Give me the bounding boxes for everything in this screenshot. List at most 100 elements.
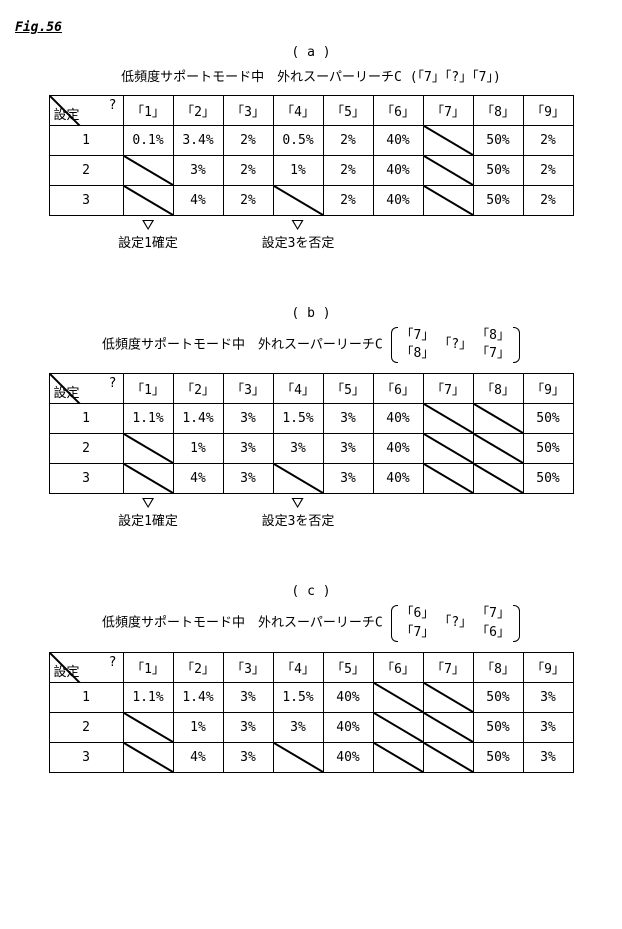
matrix-c-r0: 「7」	[476, 605, 510, 623]
diagonal-cell	[423, 464, 473, 494]
section-a-title: 低頻度サポートモード中 外れスーパーリーチC (「7」「?」「7」)	[121, 66, 501, 85]
cell: 50%	[473, 742, 523, 772]
cell: 0.1%	[123, 126, 173, 156]
col-header: 「1」	[123, 652, 173, 682]
table-row: 10.1%3.4%2%0.5%2%40%50%2%	[49, 126, 573, 156]
cell: 3%	[223, 464, 273, 494]
section-a-title-suffix: (「7」「?」「7」)	[410, 70, 501, 85]
diagonal-cell	[373, 712, 423, 742]
col-header: 「3」	[223, 374, 273, 404]
cell: 3%	[523, 712, 573, 742]
diagonal-cell	[123, 156, 173, 186]
table-row: 34%3%3%40%50%	[49, 464, 573, 494]
annotation: 設定1確定	[118, 220, 178, 251]
annotations-a: 設定1確定設定3を否定	[49, 220, 573, 266]
cell: 1.5%	[273, 404, 323, 434]
cell: 1.5%	[273, 682, 323, 712]
matrix-b-r0: 「8」	[476, 327, 510, 345]
diagonal-cell	[423, 682, 473, 712]
col-header: 「6」	[373, 374, 423, 404]
cell: 40%	[373, 156, 423, 186]
table-a: ?設定「1」「2」「3」「4」「5」「6」「7」「8」「9」10.1%3.4%2…	[49, 95, 574, 216]
col-header: 「4」	[273, 374, 323, 404]
col-header: 「1」	[123, 96, 173, 126]
diagonal-cell	[423, 404, 473, 434]
col-header: 「1」	[123, 374, 173, 404]
cell: 40%	[373, 186, 423, 216]
row-label: 2	[49, 434, 123, 464]
section-b-title-prefix: 低頻度サポートモード中 外れスーパーリーチC	[102, 338, 383, 353]
annotation-text: 設定1確定	[118, 514, 178, 529]
cell: 2%	[223, 156, 273, 186]
cell: 3%	[323, 434, 373, 464]
cell: 3%	[323, 464, 373, 494]
cell: 50%	[473, 126, 523, 156]
cell: 1%	[173, 434, 223, 464]
section-b-header: ( b ) 低頻度サポートモード中 外れスーパーリーチC 「7」 「8」 「?」…	[15, 306, 607, 363]
col-header: 「7」	[423, 96, 473, 126]
col-header: 「5」	[323, 96, 373, 126]
header-q: ?	[109, 98, 117, 113]
section-b-letter: ( b )	[15, 306, 607, 321]
diagonal-cell	[123, 434, 173, 464]
matrix-b-l0: 「7」	[401, 327, 435, 345]
col-header: 「9」	[523, 96, 573, 126]
cell: 1.1%	[123, 682, 173, 712]
col-header: 「9」	[523, 374, 573, 404]
cell: 3%	[223, 712, 273, 742]
header-settei-label: 設定	[54, 661, 80, 680]
section-c-header: ( c ) 低頻度サポートモード中 外れスーパーリーチC 「6」 「7」 「?」…	[15, 584, 607, 641]
col-header: 「2」	[173, 652, 223, 682]
diagonal-cell	[473, 434, 523, 464]
section-c: ( c ) 低頻度サポートモード中 外れスーパーリーチC 「6」 「7」 「?」…	[15, 584, 607, 772]
diagonal-cell	[373, 682, 423, 712]
cell: 2%	[523, 186, 573, 216]
col-header: 「8」	[473, 652, 523, 682]
cell: 2%	[323, 126, 373, 156]
col-header: 「8」	[473, 374, 523, 404]
diagonal-cell	[423, 434, 473, 464]
cell: 40%	[373, 434, 423, 464]
col-header: 「7」	[423, 652, 473, 682]
matrix-c-l0: 「6」	[401, 605, 435, 623]
header-q: ?	[109, 376, 117, 391]
table-row: 23%2%1%2%40%50%2%	[49, 156, 573, 186]
annotation: 設定3を否定	[262, 498, 335, 529]
section-a-header: ( a ) 低頻度サポートモード中 外れスーパーリーチC (「7」「?」「7」)	[15, 45, 607, 85]
col-header: 「2」	[173, 96, 223, 126]
cell: 3%	[323, 404, 373, 434]
cell: 40%	[323, 742, 373, 772]
diagonal-cell	[273, 186, 323, 216]
row-label: 3	[49, 186, 123, 216]
row-label: 3	[49, 464, 123, 494]
col-header: 「6」	[373, 96, 423, 126]
table-row: 21%3%3%40%50%3%	[49, 712, 573, 742]
cell: 50%	[523, 434, 573, 464]
cell: 3%	[173, 156, 223, 186]
cell: 4%	[173, 742, 223, 772]
cell: 2%	[523, 156, 573, 186]
cell: 50%	[523, 404, 573, 434]
diagonal-cell	[373, 742, 423, 772]
diagonal-cell	[473, 464, 523, 494]
cell: 3%	[273, 712, 323, 742]
section-c-title: 低頻度サポートモード中 外れスーパーリーチC 「6」 「7」 「?」 「7」 「…	[102, 605, 520, 641]
cell: 40%	[323, 682, 373, 712]
diagonal-cell	[123, 712, 173, 742]
col-header: 「3」	[223, 96, 273, 126]
figure-label: Fig.56	[15, 20, 607, 35]
cell: 1.1%	[123, 404, 173, 434]
diagonal-cell	[273, 742, 323, 772]
col-header: 「4」	[273, 652, 323, 682]
row-label: 1	[49, 682, 123, 712]
section-b-matrix: 「7」 「8」 「?」 「8」 「7」	[391, 327, 520, 363]
cell: 40%	[373, 126, 423, 156]
arrow-down-icon	[142, 220, 154, 230]
diagonal-cell	[423, 742, 473, 772]
cell: 4%	[173, 464, 223, 494]
cell: 1.4%	[173, 682, 223, 712]
header-settei-label: 設定	[54, 382, 80, 401]
cell: 50%	[523, 464, 573, 494]
matrix-b-r1: 「7」	[476, 345, 510, 363]
matrix-c-l1: 「7」	[401, 624, 435, 642]
